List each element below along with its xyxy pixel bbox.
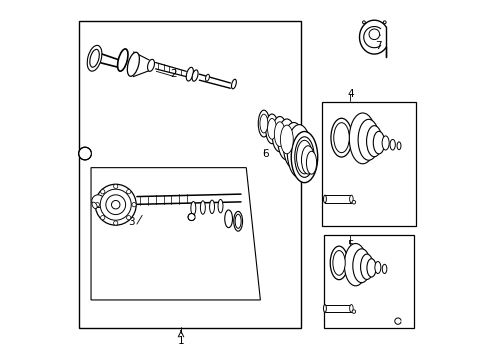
Ellipse shape	[366, 126, 381, 157]
Circle shape	[92, 195, 104, 207]
Polygon shape	[91, 168, 260, 300]
Ellipse shape	[190, 202, 195, 215]
Ellipse shape	[192, 70, 198, 81]
Text: 4: 4	[346, 89, 353, 99]
Circle shape	[79, 147, 91, 160]
Ellipse shape	[280, 125, 293, 154]
Ellipse shape	[366, 259, 375, 277]
Ellipse shape	[218, 199, 223, 213]
Ellipse shape	[235, 214, 241, 228]
Ellipse shape	[224, 210, 232, 228]
Ellipse shape	[362, 21, 365, 24]
Ellipse shape	[389, 139, 394, 150]
Circle shape	[101, 190, 104, 194]
Circle shape	[95, 184, 136, 225]
Ellipse shape	[301, 146, 314, 174]
Text: 7: 7	[374, 41, 381, 51]
Ellipse shape	[329, 246, 347, 280]
Circle shape	[105, 195, 125, 215]
Ellipse shape	[92, 202, 97, 209]
Ellipse shape	[271, 117, 287, 152]
Ellipse shape	[283, 122, 304, 168]
Text: 2: 2	[170, 69, 177, 79]
Text: 6: 6	[262, 149, 268, 158]
Ellipse shape	[349, 195, 352, 203]
Circle shape	[95, 203, 99, 207]
Ellipse shape	[274, 122, 285, 147]
Bar	[324, 195, 351, 203]
Ellipse shape	[265, 114, 278, 144]
Ellipse shape	[205, 74, 209, 81]
Ellipse shape	[357, 119, 379, 160]
Ellipse shape	[267, 118, 276, 139]
Ellipse shape	[260, 114, 267, 133]
Ellipse shape	[277, 119, 295, 160]
Bar	[322, 102, 415, 226]
Ellipse shape	[294, 137, 313, 177]
Ellipse shape	[117, 49, 128, 71]
Ellipse shape	[233, 211, 242, 231]
Bar	[324, 305, 351, 312]
Ellipse shape	[296, 140, 312, 174]
Text: 1: 1	[177, 336, 184, 346]
Ellipse shape	[348, 113, 375, 164]
Ellipse shape	[344, 243, 366, 286]
Ellipse shape	[127, 52, 139, 76]
Circle shape	[368, 29, 379, 40]
Circle shape	[113, 221, 118, 225]
Text: 5: 5	[346, 240, 353, 250]
Circle shape	[132, 203, 136, 207]
Ellipse shape	[258, 110, 269, 137]
Ellipse shape	[323, 305, 325, 312]
Ellipse shape	[209, 200, 214, 213]
Ellipse shape	[323, 195, 325, 203]
Text: 3: 3	[128, 217, 135, 227]
Ellipse shape	[372, 131, 384, 154]
Ellipse shape	[382, 264, 386, 274]
Ellipse shape	[381, 136, 388, 150]
Ellipse shape	[332, 251, 345, 275]
Ellipse shape	[231, 79, 236, 89]
Circle shape	[126, 190, 131, 194]
Ellipse shape	[286, 125, 310, 177]
Ellipse shape	[396, 142, 400, 150]
Ellipse shape	[90, 49, 99, 67]
Circle shape	[351, 201, 355, 204]
Bar	[79, 21, 300, 328]
Circle shape	[188, 213, 195, 221]
Ellipse shape	[291, 131, 317, 183]
Circle shape	[113, 184, 118, 189]
Ellipse shape	[200, 201, 205, 214]
Ellipse shape	[360, 254, 372, 279]
Ellipse shape	[349, 305, 352, 312]
Ellipse shape	[87, 45, 102, 71]
Ellipse shape	[330, 118, 351, 157]
Circle shape	[101, 216, 104, 220]
Ellipse shape	[374, 261, 380, 274]
Circle shape	[126, 216, 131, 220]
Bar	[323, 235, 413, 328]
Ellipse shape	[147, 59, 154, 71]
Ellipse shape	[352, 249, 370, 283]
Ellipse shape	[383, 21, 386, 24]
Ellipse shape	[186, 67, 193, 81]
Ellipse shape	[333, 123, 348, 153]
Ellipse shape	[306, 151, 316, 174]
Circle shape	[100, 189, 131, 220]
Circle shape	[111, 201, 120, 209]
Circle shape	[351, 310, 355, 313]
